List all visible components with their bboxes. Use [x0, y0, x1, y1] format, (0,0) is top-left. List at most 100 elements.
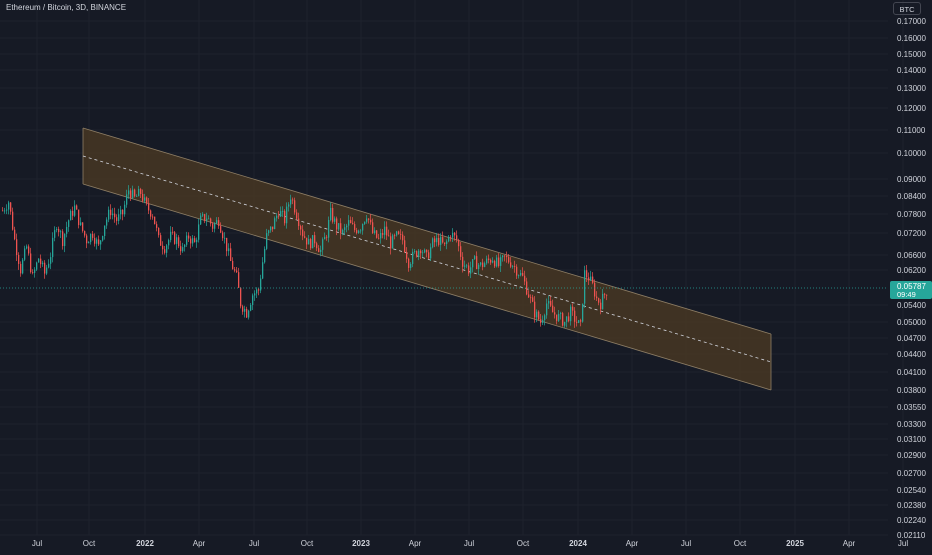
candle	[118, 208, 120, 225]
y-tick-label: 0.11000	[897, 126, 926, 135]
candle	[438, 233, 440, 247]
y-tick-label: 0.05000	[897, 318, 926, 327]
candle	[288, 202, 290, 212]
channel-fill	[83, 128, 771, 390]
candle	[298, 212, 300, 230]
candle	[18, 252, 20, 270]
candle	[168, 238, 170, 250]
candle	[238, 267, 240, 288]
x-tick-label: 2024	[569, 539, 587, 548]
candle	[478, 262, 480, 275]
currency-badge[interactable]: BTC	[893, 2, 921, 15]
candle	[88, 241, 90, 244]
candle	[200, 212, 202, 225]
candle	[38, 258, 40, 263]
candle	[24, 245, 26, 262]
candle	[420, 249, 422, 259]
candle	[286, 202, 288, 229]
candle	[400, 229, 402, 240]
candle	[146, 196, 148, 206]
candle	[436, 233, 438, 247]
candle	[468, 262, 470, 277]
candle	[46, 264, 48, 276]
candle	[278, 210, 280, 220]
candle	[402, 231, 404, 245]
candle	[176, 233, 178, 250]
candle	[604, 292, 606, 299]
candle	[386, 221, 388, 240]
candle	[82, 222, 84, 233]
candle	[472, 258, 474, 273]
candle	[10, 202, 12, 215]
y-tick-label: 0.02380	[897, 501, 926, 510]
candle	[580, 318, 582, 327]
candle	[6, 204, 8, 215]
candle	[224, 232, 226, 244]
candle	[150, 209, 152, 220]
candle	[356, 227, 358, 235]
candle	[492, 257, 494, 264]
price-axis[interactable]: 0.17000 0.16000 0.15000 0.14000 0.13000 0.120…	[897, 17, 926, 540]
candle	[240, 287, 242, 309]
candle	[524, 270, 526, 286]
y-tick-label: 0.07800	[897, 210, 926, 219]
candle	[336, 216, 338, 236]
candle	[230, 242, 232, 262]
candle	[162, 241, 164, 255]
candle	[260, 274, 262, 294]
candle	[564, 321, 566, 328]
x-tick-label: Oct	[83, 539, 96, 548]
candle	[4, 207, 6, 214]
candle	[78, 209, 80, 229]
candle	[588, 272, 590, 286]
candle	[218, 217, 220, 229]
candle	[322, 237, 324, 256]
x-tick-label: Jul	[464, 539, 474, 548]
time-axis[interactable]: Jul Oct 2022 Apr Jul Oct 2023 Apr Jul Oct 2024 Apr J…	[32, 539, 908, 548]
candle	[320, 245, 322, 257]
candle	[490, 258, 492, 265]
candle	[226, 237, 228, 257]
candle	[434, 235, 436, 248]
candle	[60, 229, 62, 239]
candle	[558, 310, 560, 322]
candle	[58, 226, 60, 237]
candle	[408, 257, 410, 272]
candle	[282, 206, 284, 217]
candle	[268, 229, 270, 236]
x-tick-label: Oct	[517, 539, 530, 548]
candle	[20, 261, 22, 277]
candle	[132, 185, 134, 200]
candle	[512, 265, 514, 269]
x-tick-label: Apr	[843, 539, 856, 548]
candle	[342, 228, 344, 236]
candle	[124, 200, 126, 217]
x-tick-label: 2022	[136, 539, 154, 548]
x-tick-label: Apr	[626, 539, 639, 548]
candle	[348, 215, 350, 231]
candle	[452, 228, 454, 243]
candle	[104, 225, 106, 240]
candle	[196, 237, 198, 248]
candle	[520, 269, 522, 277]
y-tick-label: 0.03800	[897, 386, 926, 395]
candle	[366, 215, 368, 224]
candle	[32, 269, 34, 275]
candle	[138, 185, 140, 197]
regression-channel[interactable]	[82, 127, 772, 391]
x-tick-label: Jul	[898, 539, 908, 548]
candle	[506, 251, 508, 263]
channel-upper	[82, 127, 772, 335]
candle	[244, 305, 246, 318]
candle	[312, 235, 314, 249]
candle	[428, 249, 430, 260]
candle	[294, 197, 296, 215]
candle	[164, 245, 166, 255]
candle	[114, 207, 116, 223]
candle	[128, 185, 130, 199]
candle	[290, 194, 292, 208]
candle	[466, 263, 468, 269]
candle	[504, 255, 506, 262]
